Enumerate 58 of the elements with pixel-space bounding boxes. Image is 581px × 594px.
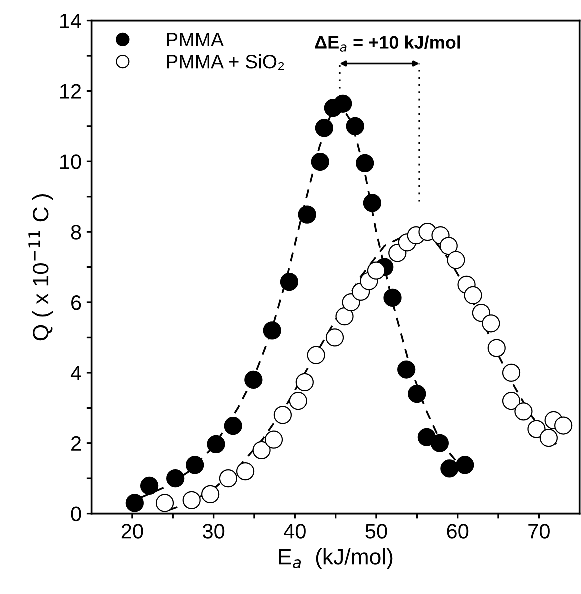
- point: [126, 494, 144, 512]
- x-axis-title: E$_{a}$ (kJ/mol): [279, 548, 393, 570]
- x-tick-label: 30: [203, 524, 225, 539]
- point: [540, 429, 558, 448]
- y-tick-label: 2: [72, 436, 82, 451]
- y-tick-label: 6: [72, 296, 82, 310]
- x-tick-label: 70: [528, 524, 550, 539]
- point: [186, 456, 204, 474]
- point: [280, 273, 299, 292]
- point: [263, 322, 282, 340]
- point: [482, 314, 500, 333]
- point: [201, 485, 220, 504]
- point: [140, 476, 159, 496]
- y-tick-label: 0: [71, 506, 82, 522]
- point: [488, 339, 506, 358]
- point: [464, 286, 482, 305]
- point: [334, 94, 352, 113]
- y-axis-title: Q ( x 10$^{−11}$ C ): [28, 194, 54, 341]
- annotation: ΔE$_{a}$ = +10 kJ/mol: [315, 36, 460, 52]
- legend-label: PMMA: [167, 33, 224, 47]
- point: [298, 206, 316, 224]
- point: [336, 308, 354, 326]
- point: [311, 152, 330, 172]
- point: [346, 117, 364, 136]
- point: [236, 462, 255, 481]
- y-tick-label: 12: [60, 84, 82, 99]
- point: [367, 262, 386, 280]
- point: [182, 491, 201, 510]
- point: [296, 373, 314, 392]
- point: [315, 119, 334, 138]
- point: [207, 435, 226, 454]
- point: [356, 154, 374, 172]
- point: [514, 402, 533, 421]
- point: [224, 417, 242, 436]
- point: [456, 456, 474, 474]
- point: [363, 194, 382, 212]
- point: [219, 470, 238, 488]
- point: [554, 416, 573, 435]
- point: [384, 288, 402, 307]
- x-tick-label: 60: [447, 524, 469, 539]
- point: [274, 406, 292, 424]
- point: [398, 360, 416, 379]
- point: [430, 434, 449, 452]
- y-tick-label: 10: [60, 154, 82, 170]
- x-tick-label: 50: [366, 524, 388, 539]
- x-tick-label: 20: [122, 524, 144, 539]
- point: [447, 251, 466, 270]
- point: [440, 460, 459, 478]
- point: [244, 370, 263, 390]
- point: [408, 385, 426, 404]
- x-tick-label: 40: [284, 524, 306, 539]
- legend-label: PMMA + SiO₂: [167, 54, 284, 70]
- y-tick-label: 8: [71, 225, 82, 240]
- point: [307, 346, 326, 364]
- point: [502, 364, 521, 382]
- y-tick-label: 14: [60, 14, 82, 28]
- point: [166, 470, 185, 488]
- y-tick-label: 4: [70, 366, 82, 380]
